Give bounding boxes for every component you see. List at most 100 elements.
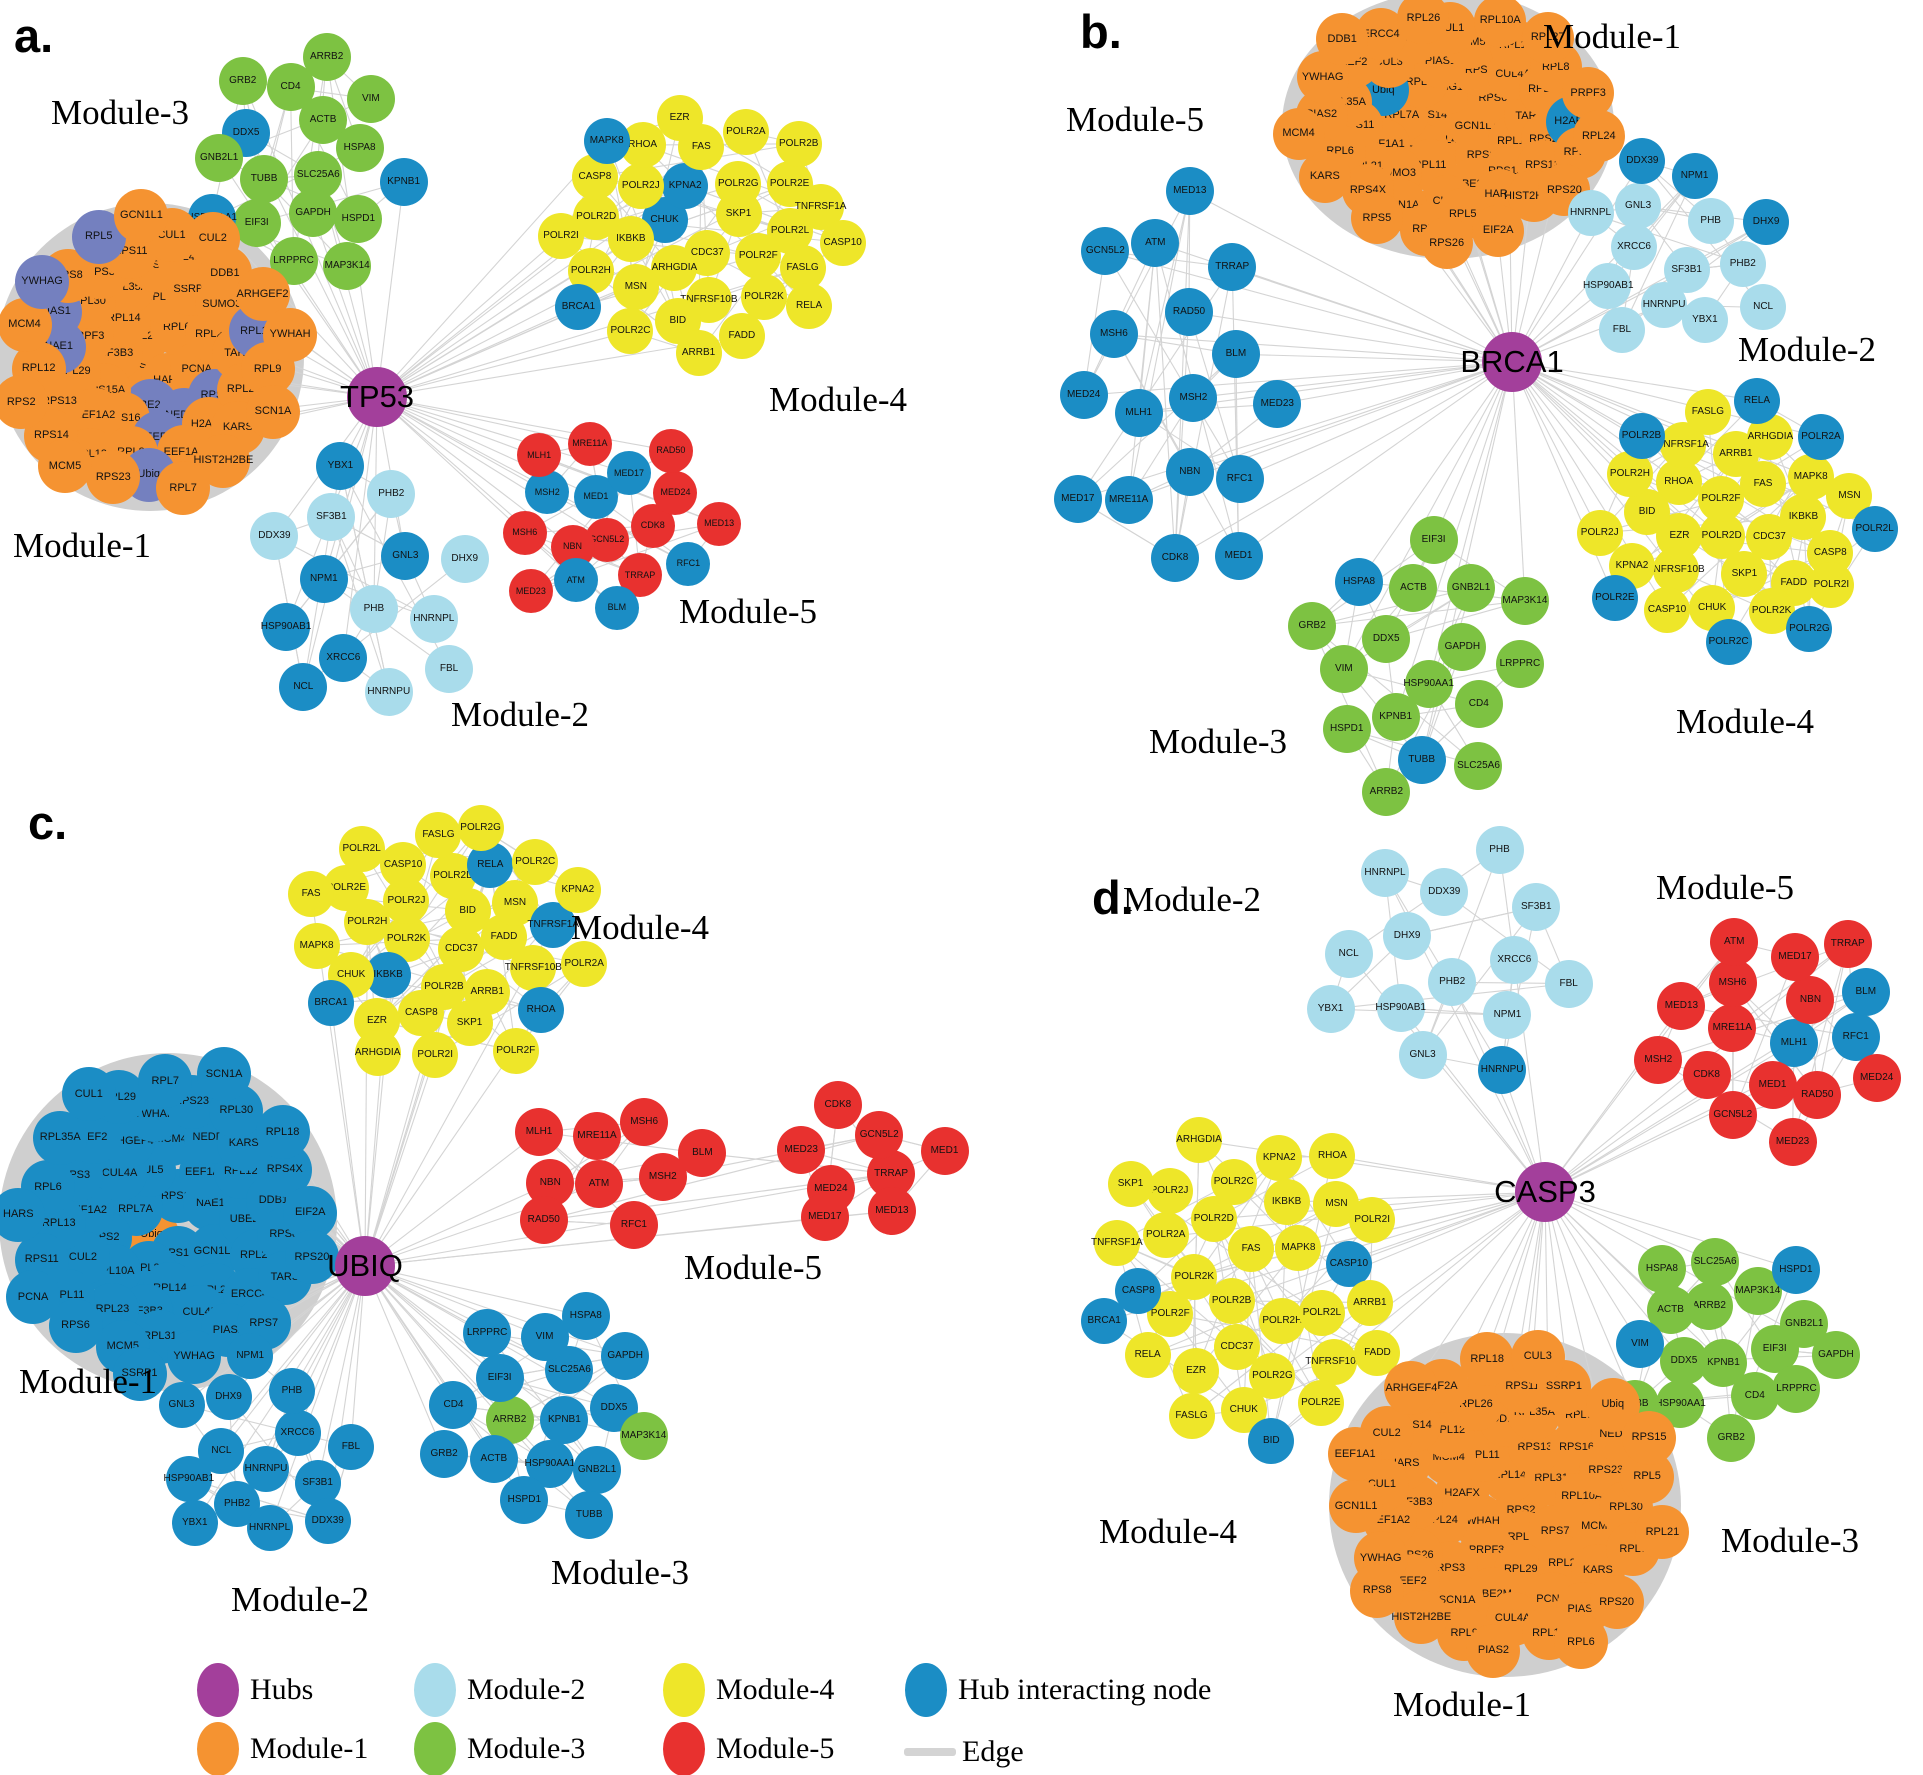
- node-rps23[interactable]: RPS23: [86, 450, 141, 505]
- node-bid[interactable]: BID: [1248, 1418, 1295, 1465]
- node-msh6[interactable]: MSH6: [1089, 310, 1138, 359]
- node-ddx39[interactable]: DDX39: [304, 1498, 351, 1545]
- node-dhx9[interactable]: DHX9: [440, 535, 489, 584]
- node-hnrnpl[interactable]: HNRNPL: [1567, 190, 1614, 237]
- node-arrb1[interactable]: ARRB1: [1346, 1279, 1393, 1326]
- node-rhoa[interactable]: RHOA: [518, 987, 565, 1034]
- node-phb[interactable]: PHB: [1687, 197, 1734, 244]
- node-lrpprc[interactable]: LRPPRC: [1772, 1364, 1821, 1413]
- node-med17[interactable]: MED17: [607, 451, 652, 496]
- node-polr2e[interactable]: POLR2E: [1297, 1379, 1344, 1426]
- hub-node-tp53[interactable]: TP53: [340, 367, 414, 427]
- node-eif2a[interactable]: EIF2A: [1472, 204, 1525, 257]
- node-ddx39[interactable]: DDX39: [250, 512, 299, 561]
- node-ikbkb[interactable]: IKBKB: [607, 216, 654, 263]
- node-polr2e[interactable]: POLR2E: [1591, 574, 1638, 621]
- node-rpl27[interactable]: RPL27: [1521, 11, 1574, 64]
- node-mapk8[interactable]: MAPK8: [293, 922, 340, 969]
- node-rad50[interactable]: RAD50: [519, 1196, 568, 1245]
- node-gcn5l2[interactable]: GCN5L2: [855, 1110, 904, 1159]
- node-ddx39[interactable]: DDX39: [1420, 868, 1469, 917]
- node-hspd1[interactable]: HSPD1: [500, 1475, 549, 1524]
- node-tubb[interactable]: TUBB: [1397, 736, 1446, 785]
- node-msh2[interactable]: MSH2: [1169, 373, 1218, 422]
- node-rpl24[interactable]: RPL24: [1572, 110, 1625, 163]
- node-blm[interactable]: BLM: [1211, 330, 1260, 379]
- node-ezr[interactable]: EZR: [656, 95, 703, 142]
- node-ezr[interactable]: EZR: [1173, 1348, 1220, 1395]
- node-gnl3[interactable]: GNL3: [158, 1381, 205, 1428]
- node-ncl[interactable]: NCL: [1324, 929, 1373, 978]
- node-polr2b[interactable]: POLR2B: [1208, 1277, 1255, 1324]
- node-mcm4[interactable]: MCM4: [1272, 107, 1325, 160]
- node-casp8[interactable]: CASP8: [398, 990, 445, 1037]
- node-msh6[interactable]: MSH6: [1708, 959, 1757, 1008]
- node-mlh1[interactable]: MLH1: [1770, 1018, 1819, 1067]
- node-mlh1[interactable]: MLH1: [515, 1108, 564, 1157]
- node-cul3[interactable]: CUL3: [1510, 1329, 1565, 1384]
- node-vim[interactable]: VIM: [1319, 645, 1368, 693]
- node-gnl3[interactable]: GNL3: [1398, 1030, 1447, 1079]
- node-rad50[interactable]: RAD50: [1165, 288, 1213, 337]
- node-kpnb1[interactable]: KPNB1: [379, 157, 428, 206]
- node-hist2h2be[interactable]: HIST2H2BE: [1391, 1590, 1451, 1645]
- node-polr2c[interactable]: POLR2C: [607, 308, 654, 355]
- node-med1[interactable]: MED1: [1214, 531, 1263, 580]
- node-sf3b1[interactable]: SF3B1: [307, 492, 356, 541]
- node-cd4[interactable]: CD4: [1730, 1371, 1779, 1420]
- node-vim[interactable]: VIM: [520, 1313, 569, 1362]
- node-rad50[interactable]: RAD50: [648, 428, 693, 473]
- node-polr2h[interactable]: POLR2H: [1259, 1297, 1306, 1344]
- node-rps8[interactable]: RPS8: [1350, 1563, 1405, 1618]
- node-polr2j[interactable]: POLR2J: [617, 163, 664, 210]
- node-ikbkb[interactable]: IKBKB: [1263, 1179, 1310, 1226]
- node-ddx5[interactable]: DDX5: [1659, 1337, 1708, 1386]
- node-rpl7[interactable]: RPL7: [156, 461, 211, 516]
- node-rps2[interactable]: RPS2: [0, 375, 49, 430]
- node-phb2[interactable]: PHB2: [367, 469, 416, 518]
- node-casp8[interactable]: CASP8: [1115, 1268, 1162, 1315]
- node-gnl3[interactable]: GNL3: [381, 532, 430, 581]
- node-rad50[interactable]: RAD50: [1793, 1070, 1842, 1119]
- node-xrcc6[interactable]: XRCC6: [274, 1409, 321, 1456]
- node-arhgef2[interactable]: ARHGEF2: [235, 267, 290, 322]
- hub-node-casp3[interactable]: CASP3: [1494, 1162, 1596, 1222]
- node-kpna2[interactable]: KPNA2: [554, 866, 601, 913]
- node-msh6[interactable]: MSH6: [502, 510, 547, 555]
- node-ncl[interactable]: NCL: [1740, 284, 1787, 331]
- node-phb2[interactable]: PHB2: [214, 1481, 261, 1528]
- node-cd4[interactable]: CD4: [429, 1381, 478, 1430]
- node-prpf3[interactable]: PRPF3: [1562, 67, 1615, 120]
- node-arrb2[interactable]: ARRB2: [302, 32, 351, 81]
- node-cul1[interactable]: CUL1: [61, 1067, 116, 1122]
- node-hnrnpu[interactable]: HNRNPU: [1641, 281, 1688, 328]
- node-ikbkb[interactable]: IKBKB: [365, 952, 412, 999]
- node-casp10[interactable]: CASP10: [1644, 587, 1691, 634]
- node-npm1[interactable]: NPM1: [1671, 153, 1718, 200]
- node-npm1[interactable]: NPM1: [299, 554, 348, 603]
- node-hnrnpl[interactable]: HNRNPL: [1360, 849, 1409, 898]
- node-eif3i[interactable]: EIF3I: [475, 1353, 524, 1402]
- node-hspa8[interactable]: HSPA8: [1335, 557, 1384, 606]
- node-faslg[interactable]: FASLG: [415, 812, 462, 859]
- node-cdk8[interactable]: CDK8: [813, 1080, 862, 1129]
- node-phb2[interactable]: PHB2: [1719, 240, 1766, 287]
- node-gcn5l2[interactable]: GCN5L2: [1081, 227, 1130, 276]
- node-gcn1l1[interactable]: GCN1L1: [1329, 1479, 1384, 1534]
- node-rps15[interactable]: RPS15: [1622, 1410, 1677, 1465]
- node-atm[interactable]: ATM: [574, 1160, 623, 1209]
- node-cdc37[interactable]: CDC37: [438, 925, 485, 972]
- node-kpnb1[interactable]: KPNB1: [1371, 693, 1420, 742]
- node-hspa8[interactable]: HSPA8: [335, 124, 384, 173]
- node-mre11a[interactable]: MRE11A: [1708, 1003, 1757, 1052]
- node-brca1[interactable]: BRCA1: [308, 980, 355, 1027]
- node-polr2k[interactable]: POLR2K: [741, 273, 788, 320]
- node-scn1a[interactable]: SCN1A: [246, 384, 300, 439]
- node-rpl18[interactable]: RPL18: [255, 1105, 310, 1160]
- node-fadd[interactable]: FADD: [718, 313, 765, 360]
- node-kars[interactable]: KARS: [1298, 150, 1351, 203]
- node-rela[interactable]: RELA: [1733, 377, 1780, 424]
- node-ddx5[interactable]: DDX5: [1362, 615, 1411, 664]
- node-vim[interactable]: VIM: [346, 74, 395, 123]
- node-fbl[interactable]: FBL: [327, 1423, 374, 1470]
